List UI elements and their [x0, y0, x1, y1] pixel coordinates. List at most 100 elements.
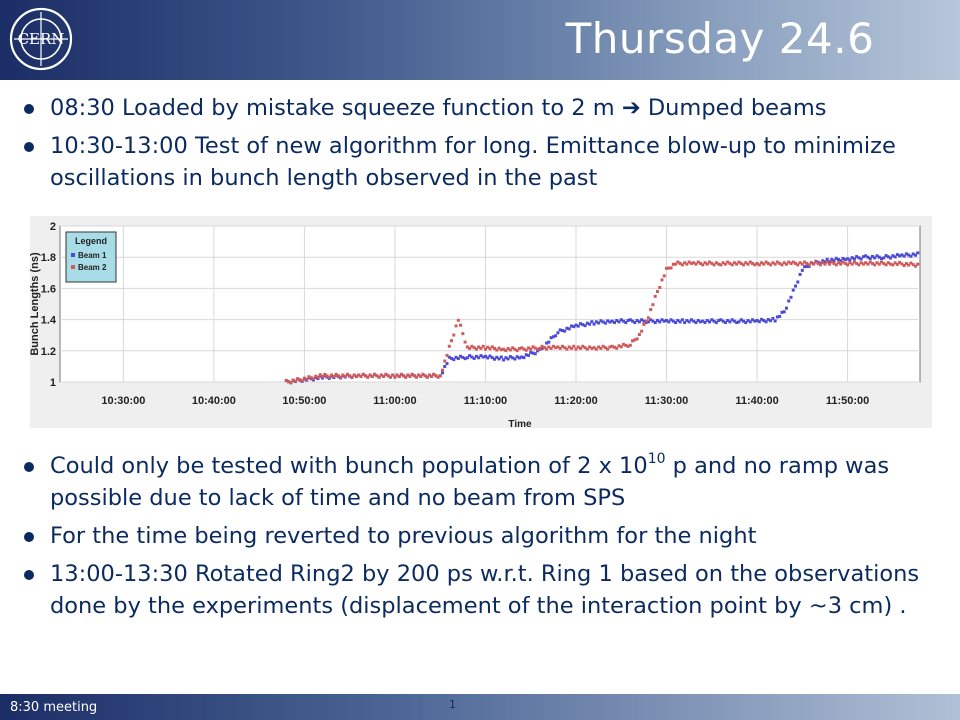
data-point	[655, 290, 659, 294]
data-point	[486, 356, 490, 360]
data-point	[321, 374, 325, 378]
data-point	[421, 372, 425, 376]
data-point	[710, 261, 714, 265]
bullet-text: 10:30-13:00 Test of new algorithm for lo…	[50, 133, 896, 191]
data-point	[760, 317, 764, 321]
data-point	[495, 348, 499, 352]
data-point	[737, 320, 741, 324]
data-point	[773, 262, 777, 266]
data-point	[336, 374, 340, 378]
data-point	[323, 372, 327, 376]
data-point	[789, 261, 793, 265]
data-point	[678, 261, 682, 265]
data-point	[728, 261, 732, 265]
data-point	[637, 333, 641, 336]
data-point	[708, 260, 712, 264]
data-point	[330, 373, 334, 377]
y-tick-label: 1.4	[41, 315, 57, 327]
y-tick-label: 2	[50, 221, 56, 233]
data-point	[771, 316, 775, 320]
y-axis-label: Bunch Lengths (ns)	[30, 252, 41, 356]
data-point	[642, 319, 646, 323]
data-point	[823, 262, 827, 266]
data-point	[882, 256, 886, 260]
data-point	[902, 254, 906, 258]
data-point	[818, 263, 822, 267]
bullet-item: 13:00-13:30 Rotated Ring2 by 200 ps w.r.…	[24, 558, 949, 622]
data-point	[445, 353, 449, 357]
data-point	[560, 329, 564, 333]
data-point	[549, 336, 553, 340]
data-point	[447, 355, 451, 359]
data-point	[735, 262, 739, 266]
data-point	[622, 342, 626, 346]
data-point	[798, 272, 802, 276]
data-point	[728, 320, 732, 324]
data-point	[726, 260, 730, 264]
plot-area	[59, 225, 921, 383]
data-point	[757, 263, 761, 267]
data-point	[633, 321, 637, 325]
data-point	[423, 374, 427, 378]
data-point	[531, 345, 535, 349]
data-point	[610, 344, 614, 348]
data-point	[339, 375, 343, 379]
data-point	[873, 256, 877, 260]
data-point	[744, 321, 748, 325]
data-point	[419, 374, 423, 378]
data-point	[298, 378, 302, 382]
bullet-text: For the time being reverted to previous …	[50, 523, 757, 549]
data-point	[579, 322, 583, 326]
data-point	[393, 375, 397, 379]
data-point	[680, 318, 684, 322]
data-point	[834, 263, 838, 267]
data-point	[309, 376, 313, 380]
data-point	[712, 263, 716, 267]
data-point	[861, 262, 865, 266]
data-point	[696, 260, 700, 264]
data-point	[732, 261, 736, 265]
bullet-text-pre: 08:30 Loaded by mistake squeeze function…	[50, 95, 622, 121]
data-point	[452, 358, 456, 362]
bunch-length-chart: 1 1.2 1.4 1.6 1.8 2 10:30:00 10:40:00 10:50:00 11…	[29, 216, 932, 430]
data-point	[685, 318, 689, 322]
data-point	[732, 319, 736, 323]
data-point	[406, 373, 410, 377]
data-point	[741, 319, 745, 323]
data-point	[481, 355, 485, 359]
data-point	[425, 375, 429, 379]
data-point	[769, 319, 773, 323]
data-point	[316, 375, 320, 379]
data-point	[300, 379, 304, 383]
data-point	[513, 357, 517, 361]
data-point	[794, 284, 798, 288]
data-point	[703, 321, 707, 325]
data-point	[884, 263, 888, 267]
data-point	[508, 348, 512, 352]
data-point	[635, 318, 639, 322]
data-point	[830, 260, 834, 264]
data-point	[481, 344, 485, 348]
data-point	[488, 347, 492, 351]
data-point	[764, 260, 768, 264]
bullet-item: Could only be tested with bunch populati…	[24, 450, 949, 514]
data-point	[859, 261, 863, 265]
bullet-text-post: Dumped beams	[640, 95, 827, 121]
data-point	[314, 374, 318, 378]
data-point	[529, 347, 533, 351]
data-point	[726, 318, 730, 322]
data-point	[674, 262, 678, 266]
x-tick-label: 11:00:00	[373, 395, 416, 407]
data-point	[904, 252, 908, 256]
data-point	[490, 345, 494, 349]
data-point	[635, 337, 639, 341]
data-point	[436, 375, 440, 379]
data-point	[784, 262, 788, 266]
data-point	[717, 318, 721, 322]
data-point	[839, 262, 843, 266]
data-point	[612, 321, 616, 325]
x-tick-label: 11:10:00	[464, 395, 507, 407]
data-point	[882, 261, 886, 265]
data-point	[913, 253, 917, 257]
data-point	[311, 377, 315, 381]
